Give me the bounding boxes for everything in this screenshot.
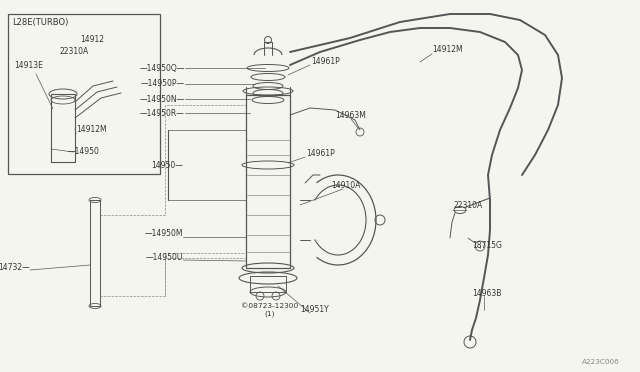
Text: 14951Y: 14951Y: [300, 305, 329, 314]
Bar: [90, 200, 100, 306]
Text: 14732—: 14732—: [0, 263, 30, 273]
Text: A223C006: A223C006: [582, 359, 620, 365]
Bar: [246, 95, 290, 268]
Text: 14961P: 14961P: [311, 58, 340, 67]
Text: 14961P: 14961P: [306, 148, 335, 157]
Text: —14950Q—: —14950Q—: [140, 64, 185, 73]
Text: —14950U: —14950U: [146, 253, 183, 262]
Bar: [250, 276, 286, 292]
Text: —14950: —14950: [68, 148, 100, 157]
Text: —14950M: —14950M: [145, 230, 183, 238]
Text: (1): (1): [265, 311, 275, 317]
Bar: [51, 94, 75, 162]
Text: 14912M: 14912M: [76, 125, 107, 134]
Text: 14950—: 14950—: [151, 160, 183, 170]
Text: 14913E: 14913E: [14, 61, 43, 70]
Text: 14912: 14912: [80, 35, 104, 44]
Text: ©08723-12300: ©08723-12300: [241, 303, 299, 309]
Text: 14910A: 14910A: [331, 182, 360, 190]
Text: 14963M: 14963M: [335, 112, 366, 121]
Text: 14963B: 14963B: [472, 289, 501, 298]
Text: 22310A: 22310A: [60, 46, 89, 55]
Text: —14950R—: —14950R—: [140, 109, 185, 118]
Text: 18715G: 18715G: [472, 241, 502, 250]
Text: L28E(TURBO): L28E(TURBO): [12, 19, 68, 28]
Text: —14950N—: —14950N—: [140, 94, 185, 103]
Bar: [8, 14, 160, 174]
Text: —14950P—: —14950P—: [141, 80, 185, 89]
Text: 14912M: 14912M: [432, 45, 463, 55]
Text: 22310A: 22310A: [453, 201, 483, 209]
